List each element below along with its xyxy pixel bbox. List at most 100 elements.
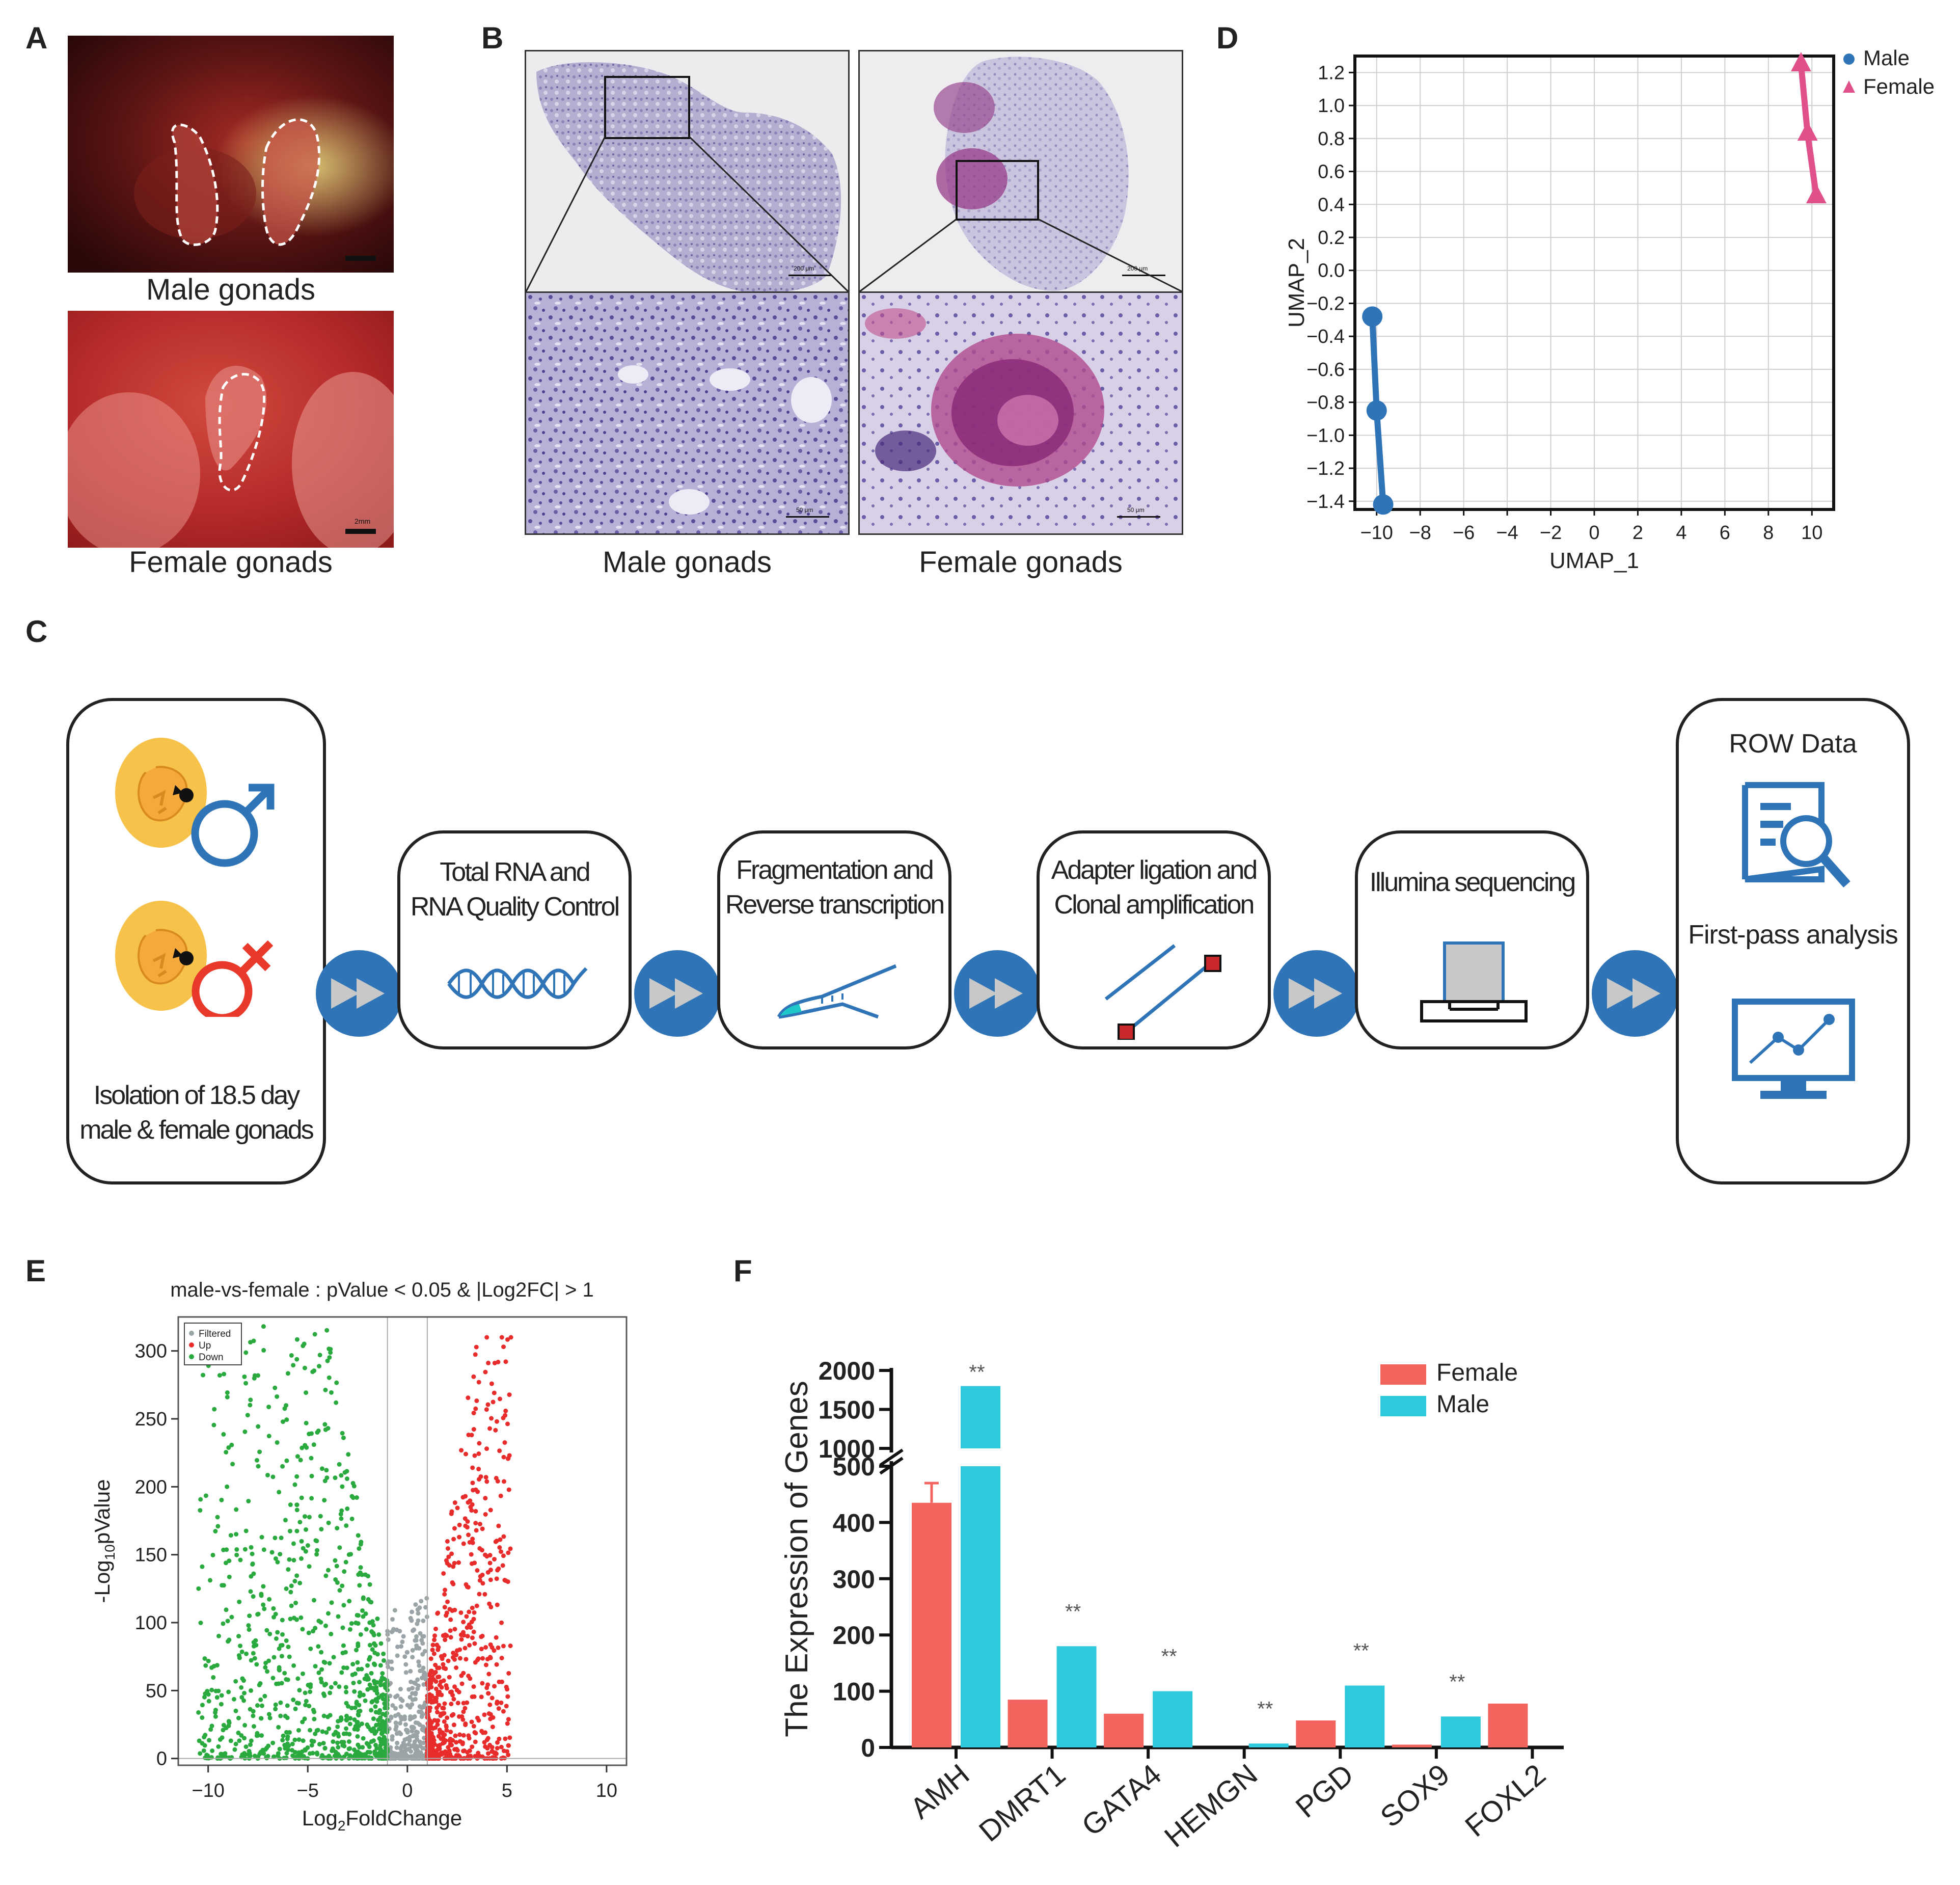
step-isolation-line2: male & female gonads [79,1115,314,1145]
e-point-down [356,1533,361,1538]
e-point-filtered [410,1702,415,1707]
female-embryo-icon [115,901,207,1011]
e-point-down [365,1663,370,1668]
e-point-down [271,1754,277,1759]
e-point-filtered [413,1681,418,1686]
e-point-down [347,1627,352,1632]
e-point-up [452,1684,457,1689]
e-point-up [434,1696,439,1701]
e-point-down [344,1665,349,1671]
e-point-up [503,1408,508,1413]
e-point-up [444,1558,449,1563]
e-point-down [233,1679,238,1684]
e-point-filtered [410,1609,415,1614]
e-point-up [508,1546,513,1551]
female-histology-zoom: 50 μm [858,291,1183,535]
e-point-down [198,1751,203,1756]
e-point-filtered [408,1668,413,1674]
e-point-down [242,1690,247,1695]
e-point-down [248,1403,253,1408]
e-point-down [308,1728,313,1733]
e-point-up [495,1602,500,1607]
e-point-down [255,1731,260,1736]
e-point-down [251,1724,256,1729]
e-point-down [312,1332,317,1337]
e-point-down [259,1703,264,1708]
e-point-down [296,1737,302,1742]
e-point-down [354,1495,359,1500]
e-point-down [294,1474,300,1479]
e-point-up [463,1451,468,1457]
e-point-down [277,1490,282,1495]
e-point-filtered [414,1729,419,1734]
e-point-down [359,1721,364,1727]
e-point-down [252,1656,257,1661]
e-point-down [284,1458,289,1463]
e-point-down [275,1559,280,1565]
e-ytick-label: 50 [146,1680,167,1702]
embryo-icons [115,738,275,1017]
e-point-down [348,1716,353,1721]
e-point-up [487,1601,492,1606]
e-point-down [367,1582,372,1587]
e-point-down [222,1371,227,1377]
e-point-up [445,1539,450,1544]
e-point-up [459,1448,464,1453]
e-point-down [287,1654,292,1659]
e-point-up [466,1532,471,1538]
e-point-down [261,1602,266,1607]
e-point-down [280,1642,285,1648]
e-point-down [247,1751,252,1756]
e-point-up [465,1584,470,1590]
e-point-down [324,1468,329,1473]
e-point-up [440,1706,445,1711]
e-point-down [289,1583,294,1588]
double-arrow-icon [1607,978,1660,1009]
e-point-down [255,1703,260,1708]
e-point-up [474,1344,479,1350]
e-point-down [376,1710,382,1715]
d-ytick-label: 0.6 [1318,161,1345,183]
step-rna-line1: Total RNA and [440,857,590,887]
e-point-down [379,1730,385,1735]
f-xtick-label: FOXL2 [1459,1758,1552,1843]
e-point-down [297,1520,303,1525]
e-point-down [343,1685,348,1690]
e-point-filtered [414,1643,419,1648]
e-point-down [289,1353,294,1358]
e-point-down [313,1731,318,1736]
e-point-down [313,1664,318,1669]
e-point-up [454,1740,459,1745]
e-point-up [458,1610,464,1615]
e-point-down [355,1612,360,1618]
e-point-up [471,1724,476,1729]
e-point-up [492,1684,497,1689]
e-point-down [373,1742,378,1747]
e-point-down [247,1627,252,1632]
e-point-up [487,1426,493,1431]
e-point-down [266,1712,271,1717]
step-rowdata-title: ROW Data [1729,729,1857,759]
e-point-down [341,1643,346,1648]
female-symbol-icon [192,940,274,1017]
e-point-up [463,1722,468,1728]
e-point-down [360,1608,365,1613]
e-point-filtered [397,1629,402,1634]
e-legend-marker-up [189,1342,194,1348]
e-point-up [455,1505,460,1511]
e-point-up [477,1522,482,1527]
e-point-down [286,1645,291,1650]
f-significance-mark: ** [1449,1671,1465,1693]
e-point-up [494,1419,499,1424]
e-point-up [459,1637,464,1642]
e-point-down [357,1703,362,1708]
e-point-filtered [401,1715,406,1720]
e-legend-label-filtered: Filtered [199,1329,231,1339]
d-ytick-label: −0.4 [1306,326,1345,347]
e-point-down [282,1671,287,1676]
e-point-down [294,1573,300,1578]
e-point-down [242,1736,247,1741]
e-point-down [242,1429,248,1434]
e-point-down [376,1727,382,1732]
e-point-down [355,1727,360,1732]
